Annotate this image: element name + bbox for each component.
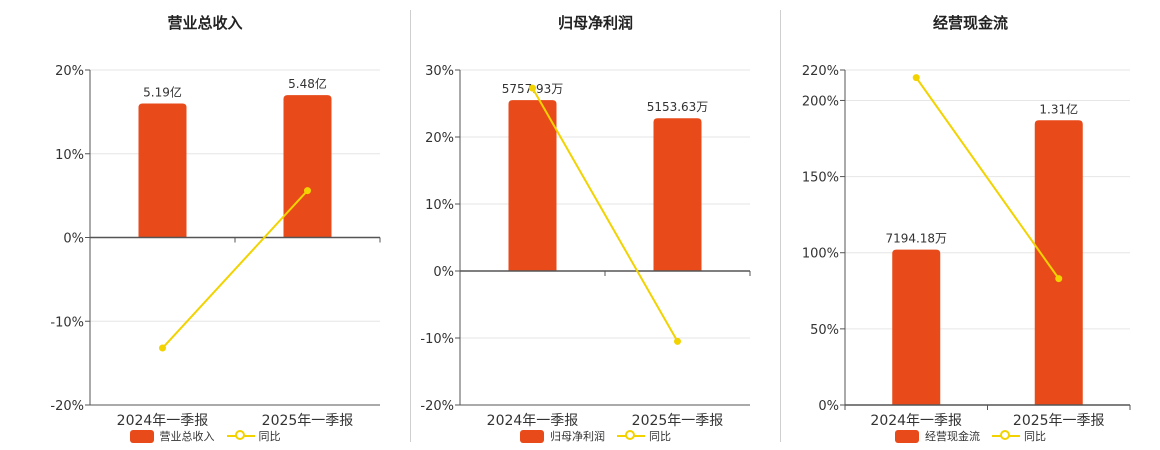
yoy-point — [674, 337, 681, 345]
legend-bar-swatch — [895, 429, 919, 443]
yoy-point — [529, 84, 536, 92]
y-tick-label: 50% — [810, 323, 839, 338]
chart-legend: 归母净利润 同比 — [411, 428, 780, 444]
bar-value-label: 5.19亿 — [143, 85, 182, 100]
bar — [653, 118, 702, 272]
net-profit-chart-panel: 归母净利润 -20%-10%0%10%20%30%5757.93万5153.63… — [411, 0, 780, 450]
yoy-line — [531, 87, 679, 342]
chart-title: 归母净利润 — [557, 14, 633, 32]
y-tick-label: 0% — [63, 232, 84, 247]
y-tick-label: 10% — [55, 148, 84, 163]
legend-label: 同比 — [1024, 430, 1046, 443]
cash-flow-chart: 0% 50% 100% 150% 200% 220% 7194.18万 1.31亿 2024年一… — [802, 64, 1131, 429]
x-tick-label: 2024年一季报 — [117, 413, 209, 429]
bar — [138, 103, 187, 238]
chart-title: 经营现金流 — [932, 14, 1008, 32]
y-tick-label: 200% — [802, 94, 839, 109]
y-tick-label: -20% — [420, 399, 454, 414]
y-tick-label: 30% — [425, 64, 454, 79]
chart-title: 营业总收入 — [167, 14, 243, 32]
yoy-point — [304, 187, 311, 195]
yoy-point — [159, 344, 166, 352]
x-tick-label: 2025年一季报 — [632, 413, 724, 429]
chart-legend: 营业总收入 同比 — [0, 428, 410, 444]
y-tick-label: 20% — [55, 64, 84, 79]
bar — [283, 95, 332, 238]
legend-line-swatch — [992, 429, 1020, 443]
x-tick-label: 2025年一季报 — [262, 413, 354, 429]
legend-item-line[interactable]: 同比 — [617, 428, 671, 444]
chart-legend: 经营现金流 同比 — [781, 428, 1160, 444]
legend-label: 同比 — [258, 430, 281, 443]
legend-bar-swatch — [520, 429, 544, 443]
legend-bar-swatch — [129, 429, 154, 443]
y-tick-label: -10% — [420, 332, 454, 347]
yoy-point — [1055, 275, 1063, 283]
revenue-chart-panel: 营业总收入 -20% -10% 0% 10% 20% 5.19亿 5.48亿 2024年一季报… — [0, 0, 410, 450]
yoy-line — [915, 77, 1060, 280]
panel-divider — [780, 10, 781, 442]
y-tick-label: 20% — [425, 131, 454, 146]
bar — [508, 100, 557, 272]
y-tick-label: 150% — [802, 171, 839, 186]
legend-line-swatch — [226, 429, 255, 443]
y-tick-label: 10% — [425, 198, 454, 213]
bar-value-label: 1.31亿 — [1039, 101, 1078, 116]
y-tick-label: 0% — [818, 399, 839, 414]
x-tick-label: 2024年一季报 — [870, 413, 962, 429]
legend-line-swatch — [617, 429, 645, 443]
y-tick-label: -20% — [50, 399, 84, 414]
cash-flow-chart-panel: 经营现金流 0% 50% 100% 150% 200% 220% 7194.18万 1.31亿… — [781, 0, 1160, 450]
y-tick-label: 0% — [433, 265, 454, 280]
revenue-chart: -20% -10% 0% 10% 20% 5.19亿 5.48亿 2024年一季报 2025年一… — [50, 64, 381, 429]
legend-label: 同比 — [649, 430, 671, 443]
net-profit-chart: -20%-10%0%10%20%30%5757.93万5153.63万2024年… — [420, 64, 751, 429]
y-tick-label: 220% — [802, 64, 839, 79]
legend-item-bar[interactable]: 归母净利润 — [520, 428, 605, 444]
legend-item-line[interactable]: 同比 — [992, 428, 1046, 444]
legend-item-bar[interactable]: 经营现金流 — [895, 428, 980, 444]
legend-label: 经营现金流 — [925, 430, 980, 443]
bar-value-label: 7194.18万 — [885, 232, 947, 246]
yoy-point — [912, 74, 920, 82]
legend-label: 归母净利润 — [550, 430, 605, 443]
x-tick-label: 2025年一季报 — [1013, 413, 1105, 429]
bar-value-label: 5.48亿 — [288, 76, 327, 91]
x-tick-label: 2024年一季报 — [487, 413, 579, 429]
legend-item-bar[interactable]: 营业总收入 — [129, 428, 215, 444]
bar — [1034, 120, 1083, 405]
panel-divider — [410, 10, 411, 442]
y-tick-label: -10% — [50, 315, 84, 330]
bar — [892, 249, 941, 405]
legend-label: 营业总收入 — [159, 430, 215, 443]
y-tick-label: 100% — [802, 247, 839, 262]
legend-item-line[interactable]: 同比 — [226, 428, 281, 444]
bar-value-label: 5153.63万 — [647, 100, 709, 114]
yoy-line — [161, 189, 309, 349]
